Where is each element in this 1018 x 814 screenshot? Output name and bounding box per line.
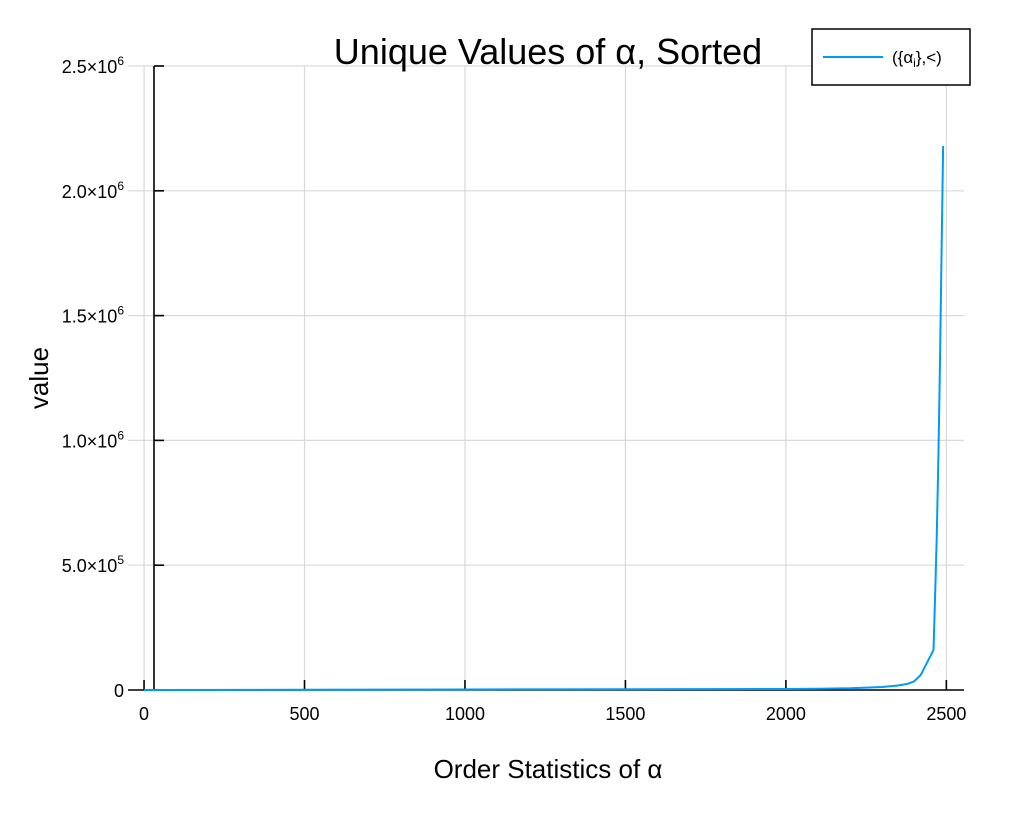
y-tick-label-base: 1.5×10 bbox=[62, 307, 118, 327]
legend: ({αi},<) bbox=[811, 28, 971, 86]
series-layer bbox=[144, 145, 945, 691]
y-tick-label: 5.0×105 bbox=[62, 553, 125, 576]
y-axis-label: value bbox=[24, 347, 54, 409]
series-line-0 bbox=[144, 145, 945, 691]
y-tick-label-exponent: 6 bbox=[117, 54, 124, 68]
y-tick-label: 2.0×106 bbox=[62, 179, 125, 202]
y-tick-label: 1.5×106 bbox=[62, 304, 125, 327]
y-tick-label-base: 0 bbox=[114, 681, 124, 701]
legend-label-subscript: i bbox=[913, 56, 916, 70]
legend-label-main: ({α bbox=[892, 48, 913, 67]
y-tick-label-base: 2.0×10 bbox=[62, 182, 118, 202]
y-tick-label-base: 2.5×10 bbox=[62, 57, 118, 77]
chart-title: Unique Values of α, Sorted bbox=[334, 31, 762, 72]
x-tick-label: 1500 bbox=[605, 704, 645, 724]
y-tick-label-base: 1.0×10 bbox=[62, 431, 118, 451]
axes bbox=[128, 65, 964, 691]
legend-label-tail: },<) bbox=[916, 48, 942, 67]
tick-labels: 0 500 1000 1500 2000 250005.0×1051.0×1061.5×1… bbox=[62, 54, 967, 724]
x-tick-label: 1000 bbox=[445, 704, 485, 724]
y-tick-label-exponent: 5 bbox=[117, 553, 124, 567]
y-tick-label-base: 5.0×10 bbox=[62, 556, 118, 576]
x-tick-label: 500 bbox=[289, 704, 319, 724]
y-tick-label-exponent: 6 bbox=[117, 304, 124, 318]
y-tick-label: 0 bbox=[114, 681, 124, 701]
x-axis-label: Order Statistics of α bbox=[434, 754, 663, 784]
x-tick-label: 0 bbox=[139, 704, 149, 724]
legend-label: ({αi},<) bbox=[892, 48, 942, 70]
x-tick-label: 2000 bbox=[766, 704, 806, 724]
grid bbox=[128, 65, 964, 690]
x-tick-label: 2500 bbox=[926, 704, 966, 724]
y-tick-label: 2.5×106 bbox=[62, 54, 125, 77]
y-tick-label-exponent: 6 bbox=[117, 179, 124, 193]
y-tick-label-exponent: 6 bbox=[117, 428, 124, 442]
y-tick-label: 1.0×106 bbox=[62, 428, 125, 451]
